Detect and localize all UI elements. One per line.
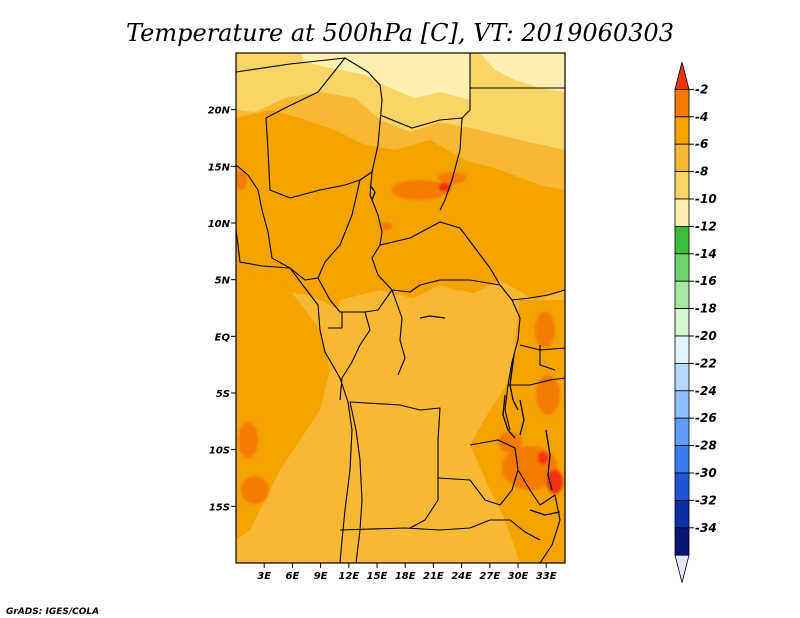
colorbar-swatch [674,143,690,172]
colorbar-swatch [674,116,690,145]
y-axis-ticks: 20N 15N 10N 5N EQ 5S 10S 15S [208,106,236,513]
map-border [235,52,566,564]
grads-credit: GrADS: IGES/COLA [6,607,99,617]
colorbar-label: -6 [695,137,708,151]
y-tick-label: EQ [215,332,231,343]
coastline-west [236,229,353,563]
colorbar-swatch [674,225,690,255]
x-tick-label: 15E [367,571,388,582]
x-tick-label: 18E [395,571,416,582]
lakes [369,184,561,516]
colorbar-swatch [674,445,690,474]
colorbar-label: -30 [695,466,717,480]
colorbar-label: -18 [695,302,717,316]
colorbar-label: -28 [695,439,717,453]
x-tick-label: 6E [286,571,300,582]
colorbar-swatch [674,308,690,337]
colorbar-label: -4 [695,110,708,124]
colorbar-label: -22 [695,356,717,370]
colorbar-swatch [674,472,690,501]
colorbar-label: -8 [695,165,708,179]
y-tick-label: 10S [209,446,230,457]
colorbar-swatch [674,171,690,200]
colorbar-label: -10 [695,192,717,206]
colorbar-swatch [674,280,690,310]
y-tick-label: 5S [216,389,230,400]
temperature-band-warm-west [236,265,330,540]
colorbar-label: -26 [695,411,717,425]
x-tick-label: 30E [508,571,529,582]
y-tick-label: 10N [208,219,231,230]
temperature-band-cool-north [236,53,565,150]
x-tick-label: 27E [479,571,500,582]
x-tick-label: 9E [314,571,328,582]
map-title: Temperature at 500hPa [C], VT: 201906030… [126,19,674,47]
temperature-band-central-basin [330,290,520,420]
colorbar-label: -12 [695,219,717,233]
colorbar-swatch [674,390,690,419]
colorbar-top-arrow [674,61,690,90]
colorbar-swatch [674,417,690,447]
temperature-band-warm-central [236,110,565,310]
colorbar-label: -34 [695,521,717,535]
x-tick-label: 33E [536,571,557,582]
colorbar-label: -14 [695,247,717,261]
colorbar-swatch [674,335,690,364]
y-tick-label: 20N [208,106,231,117]
colorbar-swatch [674,527,690,556]
colorbar-swatch [674,362,690,392]
temperature-band-south [280,420,520,563]
country-borders [236,53,565,563]
colorbar-label: -2 [695,82,708,96]
y-tick-label: 5N [215,276,231,287]
temperature-band-coolest-north [300,53,470,100]
x-axis-ticks: 3E 6E 9E 12E 15E 18E 21E 24E 27E 30E 33E [257,563,557,582]
colorbar-swatch [674,499,690,529]
temperature-band-coolest-ne [480,53,565,92]
colorbar-label: -32 [695,493,717,507]
colorbar-label: -16 [695,274,717,288]
colorbar-swatch [674,198,690,227]
colorbar-swatch [674,89,690,118]
colorbar-bottom-arrow [674,554,690,583]
colorbar-label: -20 [695,329,717,343]
x-tick-label: 3E [257,571,271,582]
y-tick-label: 15S [209,502,230,513]
colorbar-swatch [674,253,690,282]
map-panel: 3E 6E 9E 12E 15E 18E 21E 24E 27E 30E 33E 20N 15N 10N… [208,52,566,582]
colorbar: -2 -4 -6 -8 -10 -12 -14 -16 -18 -20 -22 -24 -26 -28 -3… [674,61,717,583]
x-tick-label: 12E [338,571,359,582]
x-tick-label: 24E [451,571,472,582]
y-tick-label: 15N [208,162,231,173]
x-tick-label: 21E [423,571,444,582]
colorbar-label: -24 [695,384,717,398]
